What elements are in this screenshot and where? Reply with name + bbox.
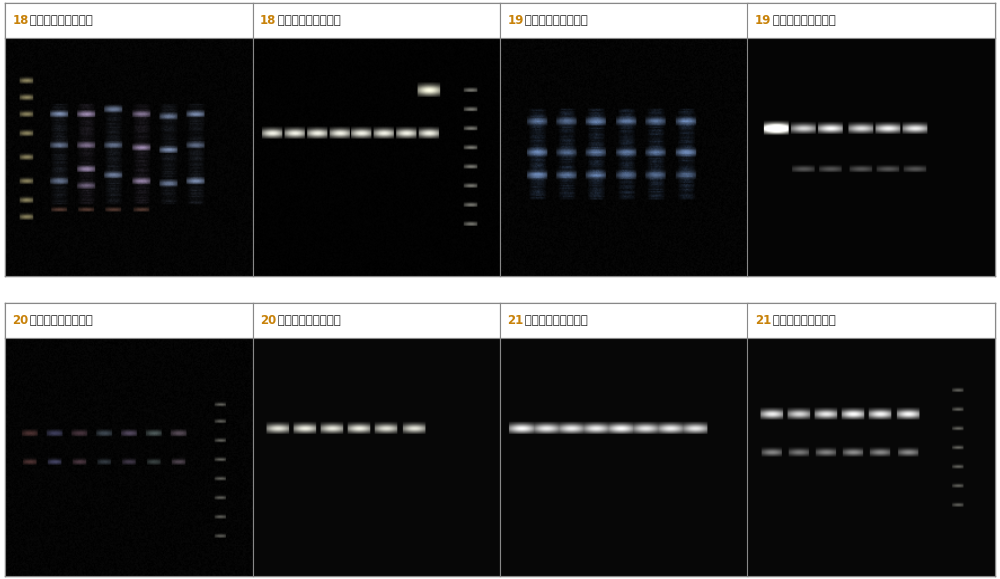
Text: 18: 18 (260, 14, 276, 27)
Text: 外显子（加尾引物）: 外显子（加尾引物） (769, 314, 835, 327)
Text: 19: 19 (507, 14, 524, 27)
Text: 外显子（加尾引物）: 外显子（加尾引物） (274, 14, 340, 27)
Text: 外显子（无尾引物）: 外显子（无尾引物） (521, 14, 588, 27)
Text: 20: 20 (260, 314, 276, 327)
Text: 18: 18 (12, 14, 29, 27)
Text: 19: 19 (755, 14, 771, 27)
Text: 20: 20 (12, 314, 29, 327)
Text: 21: 21 (507, 314, 524, 327)
Text: 外显子（无尾引物）: 外显子（无尾引物） (26, 314, 93, 327)
Text: 外显子（加尾引物）: 外显子（加尾引物） (769, 14, 835, 27)
Text: 外显子（无尾引物）: 外显子（无尾引物） (521, 314, 588, 327)
Text: 外显子（无尾引物）: 外显子（无尾引物） (26, 14, 93, 27)
Text: 21: 21 (755, 314, 771, 327)
Text: 外显子（加尾引物）: 外显子（加尾引物） (274, 314, 340, 327)
